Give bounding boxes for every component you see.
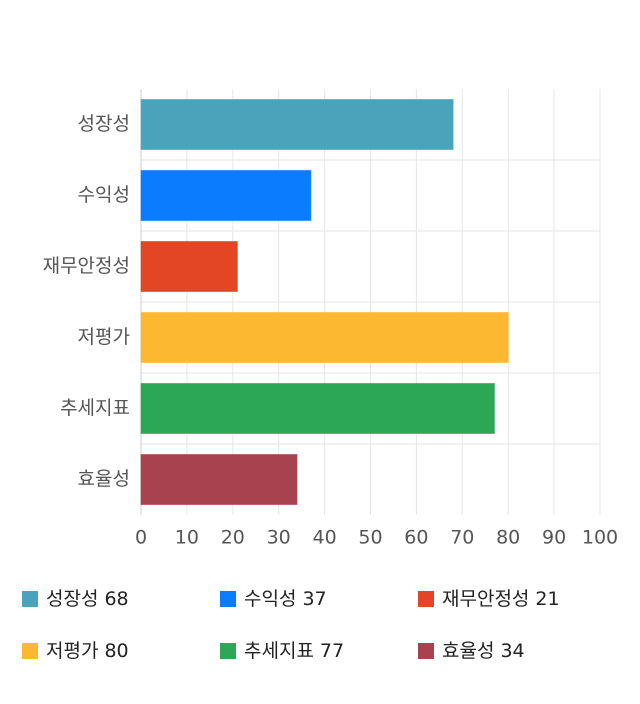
bar <box>140 383 495 434</box>
legend-name: 효율성 <box>442 640 494 662</box>
x-tick-label: 50 <box>358 527 382 549</box>
legend-label: 추세지표 77 <box>244 640 344 662</box>
bar <box>140 241 238 292</box>
x-tick-label: 40 <box>313 527 337 549</box>
legend-swatch <box>22 643 38 659</box>
x-tick-label: 60 <box>404 527 428 549</box>
legend-label: 재무안정성 21 <box>442 588 560 610</box>
legend-label: 수익성 37 <box>244 588 327 610</box>
legend-swatch <box>22 591 38 607</box>
y-tick-label: 저평가 <box>78 326 130 348</box>
bar <box>140 454 298 505</box>
legend-value: 21 <box>535 588 559 610</box>
legend-value: 77 <box>320 640 344 662</box>
legend-swatch <box>418 643 434 659</box>
x-tick-label: 90 <box>542 527 566 549</box>
bar <box>140 312 509 363</box>
y-tick-label: 재무안정성 <box>43 255 130 277</box>
y-tick-label: 수익성 <box>78 184 130 206</box>
legend-swatch <box>220 643 236 659</box>
legend-label: 효율성 34 <box>442 640 525 662</box>
y-tick-label: 효율성 <box>78 468 130 490</box>
x-tick-label: 20 <box>221 527 245 549</box>
legend-swatch <box>220 591 236 607</box>
legend-name: 성장성 <box>46 588 98 610</box>
legend-label: 저평가 80 <box>46 640 129 662</box>
x-tick-label: 30 <box>267 527 291 549</box>
legend-name: 수익성 <box>244 588 296 610</box>
bar <box>140 99 454 150</box>
x-tick-label: 100 <box>582 527 618 549</box>
x-tick-label: 10 <box>175 527 199 549</box>
legend-value: 80 <box>104 640 128 662</box>
legend-name: 재무안정성 <box>442 588 529 610</box>
legend-name: 추세지표 <box>244 640 314 662</box>
bar <box>140 170 312 221</box>
x-tick-label: 80 <box>496 527 520 549</box>
legend-name: 저평가 <box>46 640 98 662</box>
x-tick-label: 0 <box>135 527 147 549</box>
y-tick-label: 성장성 <box>78 113 130 135</box>
legend-value: 34 <box>500 640 524 662</box>
legend-swatch <box>418 591 434 607</box>
legend-label: 성장성 68 <box>46 588 129 610</box>
y-tick-label: 추세지표 <box>60 397 130 419</box>
legend-value: 68 <box>104 588 128 610</box>
x-tick-label: 70 <box>450 527 474 549</box>
legend-value: 37 <box>302 588 326 610</box>
